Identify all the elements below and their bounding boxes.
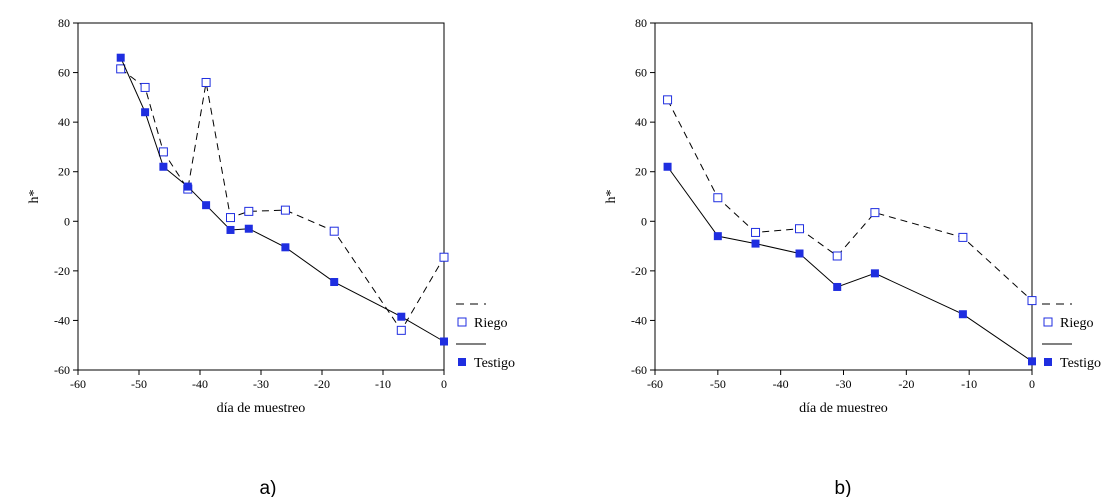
data-point-testigo — [795, 249, 804, 258]
data-point-testigo — [244, 224, 253, 233]
data-point-riego — [870, 208, 880, 218]
x-tick-label: -50 — [131, 377, 147, 391]
series-line-testigo — [120, 57, 445, 342]
legend-label-riego: Riego — [1060, 316, 1093, 331]
series-line-riego — [120, 68, 445, 332]
data-point-riego — [1027, 296, 1037, 306]
data-point-riego — [280, 205, 290, 215]
data-point-riego — [396, 325, 406, 335]
y-tick-label: -20 — [54, 264, 70, 278]
y-tick-label: 40 — [58, 115, 70, 129]
y-tick-label: 20 — [635, 165, 647, 179]
data-point-testigo — [1028, 357, 1036, 366]
x-axis-title: día de muestreo — [217, 401, 306, 416]
data-point-riego — [201, 77, 211, 87]
data-point-testigo — [281, 243, 290, 252]
data-point-riego — [713, 193, 723, 203]
series-line-testigo — [667, 166, 1033, 362]
data-point-riego — [244, 206, 254, 216]
legend-marker-testigo — [1044, 358, 1052, 366]
y-tick-label: 60 — [635, 66, 647, 80]
data-point-testigo — [713, 232, 722, 241]
data-point-testigo — [663, 162, 672, 171]
x-tick-label: 0 — [1029, 377, 1035, 391]
y-tick-label: 80 — [635, 16, 647, 30]
data-point-testigo — [397, 312, 406, 321]
chart-panel-2: -60 -50 -40 -30 -20 -10 0 -60 -40 -20 0 20 40 60 80 día… — [604, 16, 1101, 497]
chart-panel-1: -60 -50 -40 -30 -20 -10 0 -60 -40 -20 0 20 40 60 80 día… — [27, 16, 515, 497]
x-tick-label: -10 — [961, 377, 977, 391]
legend-label-riego: Riego — [474, 316, 507, 331]
y-tick-label: -20 — [631, 264, 647, 278]
x-tick-label: -40 — [773, 377, 789, 391]
y-tick-label: 60 — [58, 66, 70, 80]
data-point-riego — [158, 147, 168, 157]
x-axis-title: día de muestreo — [799, 401, 888, 416]
x-tick-label: -10 — [375, 377, 391, 391]
data-point-testigo — [183, 182, 192, 191]
x-tick-label: -30 — [836, 377, 852, 391]
x-tick-label: -60 — [70, 377, 86, 391]
data-point-testigo — [833, 282, 842, 291]
data-point-riego — [226, 213, 235, 223]
y-tick-label: 40 — [635, 115, 647, 129]
data-point-testigo — [116, 53, 125, 62]
y-tick-label: -60 — [54, 363, 70, 377]
y-axis-title: h* — [604, 190, 619, 204]
data-point-testigo — [751, 239, 760, 248]
data-point-riego — [832, 251, 842, 261]
data-point-testigo — [958, 310, 967, 319]
data-point-riego — [439, 252, 449, 262]
data-point-testigo — [870, 269, 879, 278]
legend-label-testigo: Testigo — [1060, 356, 1101, 371]
x-tick-label: 0 — [441, 377, 447, 391]
series-line-riego — [667, 99, 1033, 301]
y-tick-label: -40 — [54, 313, 70, 327]
legend-marker-testigo — [458, 358, 466, 366]
y-tick-label: 20 — [58, 165, 70, 179]
data-point-riego — [140, 82, 150, 92]
y-tick-label: -40 — [631, 313, 647, 327]
data-point-riego — [329, 226, 339, 236]
legend-marker-riego — [457, 317, 467, 327]
y-tick-label: 80 — [58, 16, 70, 30]
plot-frame — [77, 22, 445, 371]
data-point-testigo — [330, 278, 339, 287]
x-tick-label: -30 — [253, 377, 269, 391]
y-tick-label: -60 — [631, 363, 647, 377]
y-tick-label: 0 — [641, 214, 647, 228]
x-tick-label: -50 — [710, 377, 726, 391]
x-tick-label: -40 — [192, 377, 208, 391]
data-point-riego — [663, 95, 673, 105]
data-point-riego — [751, 227, 761, 237]
data-point-testigo — [440, 337, 448, 346]
plot-frame — [654, 22, 1033, 371]
x-tick-label: -20 — [314, 377, 330, 391]
panel-label: b) — [835, 478, 852, 497]
data-point-riego — [795, 224, 805, 234]
panel-label: a) — [260, 478, 277, 497]
legend-marker-riego — [1043, 317, 1053, 327]
y-axis-title: h* — [27, 190, 42, 204]
data-point-testigo — [159, 162, 168, 171]
data-point-testigo — [141, 108, 150, 117]
data-point-riego — [958, 232, 968, 242]
x-tick-label: -20 — [898, 377, 914, 391]
x-tick-label: -60 — [647, 377, 663, 391]
data-point-testigo — [226, 225, 235, 234]
legend-label-testigo: Testigo — [474, 356, 515, 371]
data-point-testigo — [202, 201, 211, 210]
y-tick-label: 0 — [64, 214, 70, 228]
data-point-riego — [116, 64, 126, 74]
